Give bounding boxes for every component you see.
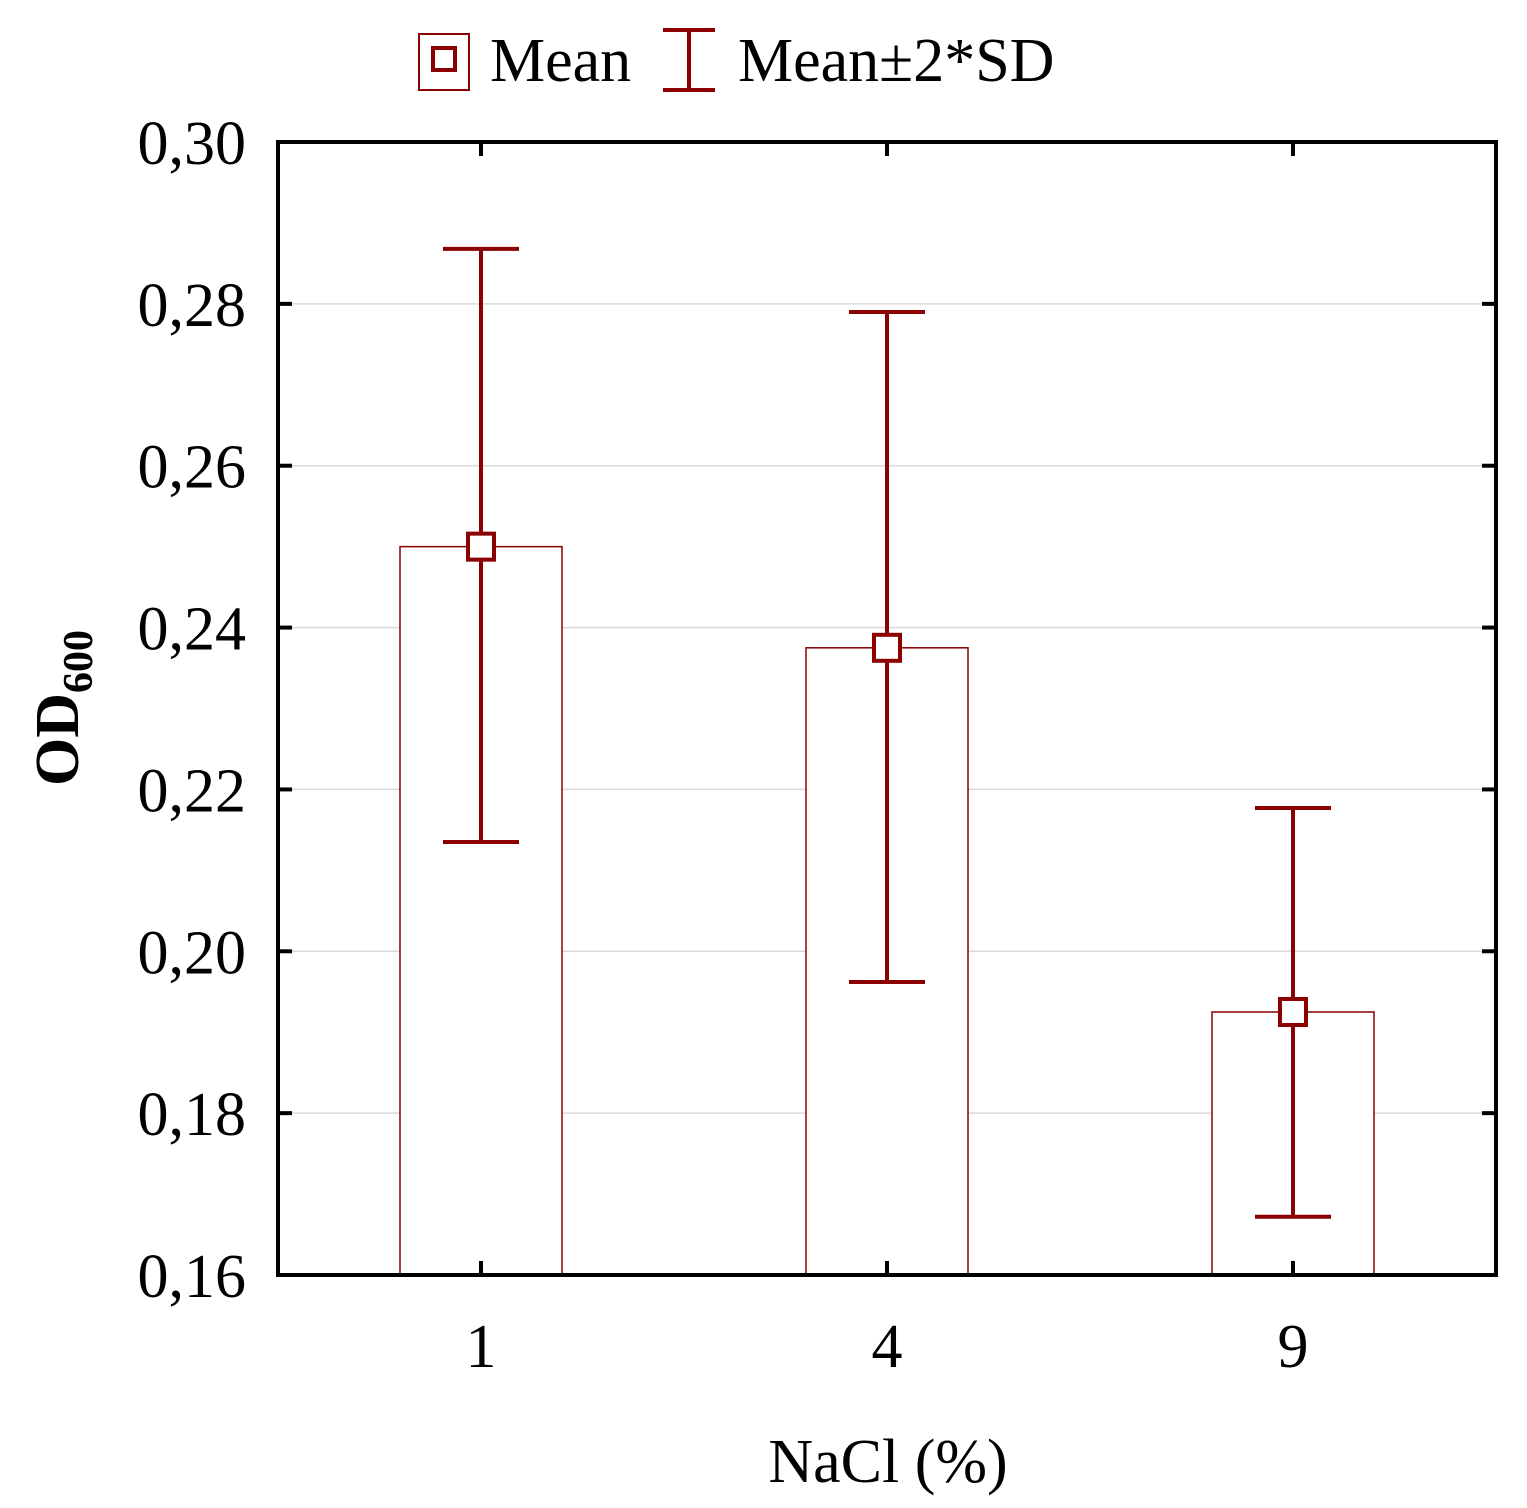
legend-sd-label: Mean±2*SD xyxy=(738,27,1054,95)
mean-marker xyxy=(872,632,902,663)
y-tick-label: 0,26 xyxy=(138,434,247,502)
x-tick-label: 9 xyxy=(1278,1313,1309,1381)
mean-markers xyxy=(466,531,1308,1027)
y-tick-label: 0,16 xyxy=(138,1243,247,1311)
legend-mean-label: Mean xyxy=(490,27,631,95)
y-axis-title-main: OD xyxy=(24,693,92,786)
y-tick-label: 0,20 xyxy=(138,919,247,987)
x-axis-title: NaCl (%) xyxy=(768,1428,1007,1496)
x-tick-label: 1 xyxy=(466,1313,497,1381)
y-tick-label: 0,30 xyxy=(138,110,247,178)
legend: Mean Mean±2*SD xyxy=(418,27,1054,95)
x-tick-labels: 1 4 9 xyxy=(466,1313,1309,1381)
mean-marker xyxy=(466,531,496,562)
x-tick-label: 4 xyxy=(872,1313,903,1381)
axis-ticks xyxy=(278,140,1496,1277)
y-axis-title: OD600 xyxy=(24,630,102,786)
y-tick-label: 0,18 xyxy=(138,1081,247,1149)
y-tick-label: 0,24 xyxy=(138,596,247,664)
y-tick-label: 0,28 xyxy=(138,272,247,340)
y-axis-title-sub: 600 xyxy=(56,630,102,693)
y-tick-labels: 0,16 0,18 0,20 0,22 0,24 0,26 0,28 0,30 xyxy=(138,110,247,1311)
legend-mean-symbol xyxy=(418,33,470,91)
legend-errorbar-symbol xyxy=(663,28,715,92)
mean-marker xyxy=(1278,996,1308,1027)
y-tick-label: 0,22 xyxy=(138,757,247,825)
